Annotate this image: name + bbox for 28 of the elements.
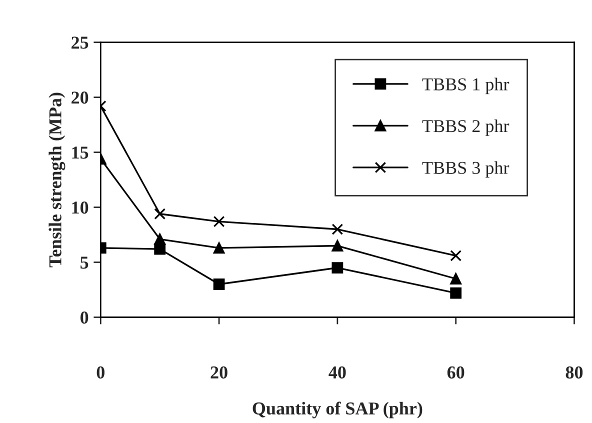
point [332, 262, 344, 274]
point [332, 240, 344, 252]
y-tick-label: 25 [72, 36, 88, 49]
y-tick-label: 5 [80, 256, 88, 269]
point [213, 216, 225, 228]
point [450, 273, 462, 284]
y-tick-label: 20 [72, 92, 88, 104]
x-tick-label: 40 [328, 366, 346, 379]
x-tick-label: 0 [96, 366, 104, 379]
legend-label: TBBS 3 phr [422, 161, 510, 178]
point [154, 233, 166, 245]
point [154, 208, 166, 220]
point [213, 242, 225, 254]
y-tick-label: 10 [72, 202, 88, 214]
x-tick-label: 60 [447, 366, 464, 379]
y-axis-title: Tensile strength (MPa) [48, 92, 66, 268]
point [332, 224, 344, 235]
legend-label: TBBS 2 phr [422, 120, 510, 136]
point [213, 278, 225, 290]
y-tick-label: 0 [80, 312, 88, 324]
point [450, 287, 462, 299]
x-axis-title: Quantity of SAP (phr) [252, 402, 422, 418]
x-tick-label: 80 [566, 366, 583, 379]
legend-label: TBBS 1 phr [422, 78, 510, 94]
y-tick-label: 15 [72, 146, 88, 159]
x-tick-label: 20 [210, 366, 228, 379]
point [154, 243, 166, 255]
point [450, 250, 462, 262]
